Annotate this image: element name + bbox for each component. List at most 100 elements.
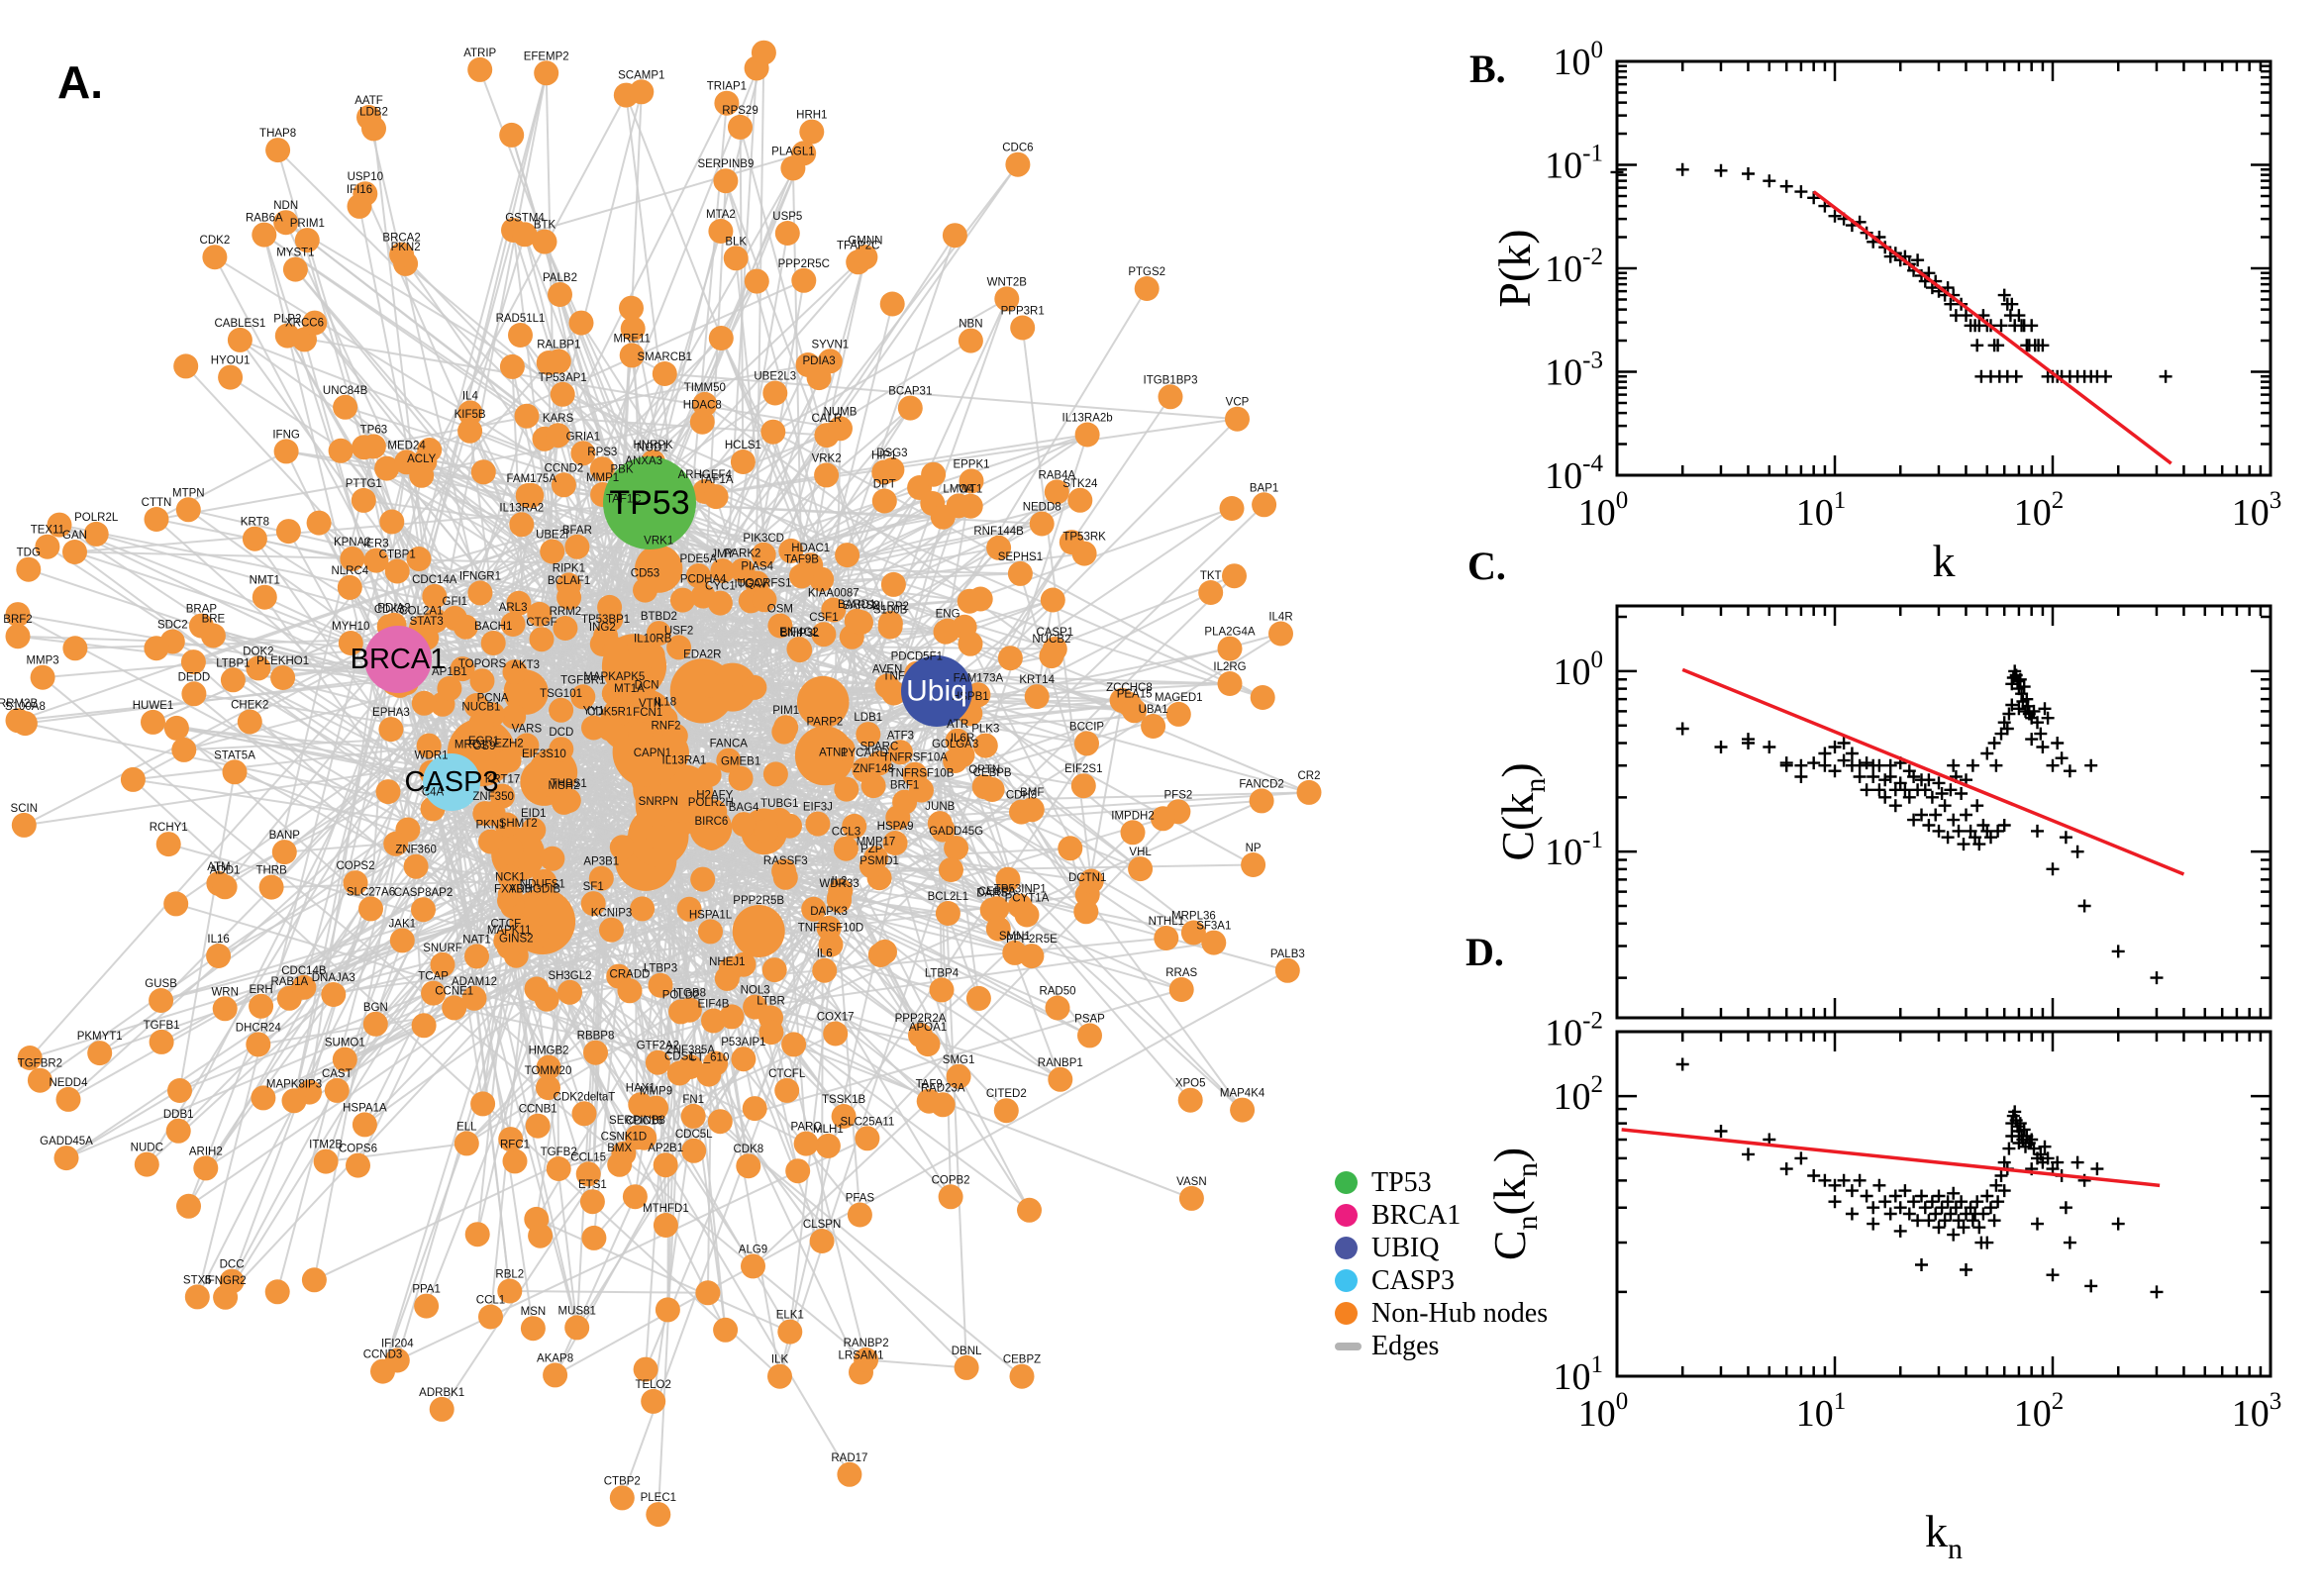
network-node <box>698 826 724 850</box>
network-node <box>536 350 561 375</box>
network-node <box>902 761 928 787</box>
network-node <box>501 704 527 730</box>
edge <box>649 298 1008 504</box>
network-node <box>378 717 404 743</box>
network-node <box>820 756 846 782</box>
ubiq-legend-dot-icon <box>1335 1237 1358 1259</box>
network-node <box>1058 836 1083 861</box>
panel-label-d: D. <box>1465 930 1504 974</box>
network-node <box>321 982 347 1007</box>
network-node <box>752 587 777 613</box>
network-node <box>181 681 207 707</box>
tick-label: 10-2 <box>1545 1007 1603 1053</box>
network-node <box>815 1133 841 1158</box>
edge <box>481 699 1123 753</box>
edge <box>800 407 912 577</box>
network-node <box>758 1020 784 1046</box>
network-node <box>676 896 702 922</box>
network-node <box>930 504 956 530</box>
network-node <box>676 997 702 1023</box>
network-node <box>1039 644 1064 669</box>
network-node <box>855 1126 880 1151</box>
network-node <box>557 979 582 1005</box>
network-node <box>760 419 786 445</box>
network-node <box>351 487 376 513</box>
edge <box>313 1033 837 1281</box>
network-node <box>457 400 483 426</box>
network-node <box>352 1112 377 1138</box>
network-node <box>622 1184 648 1210</box>
network-node <box>935 901 960 926</box>
network-node <box>915 1032 941 1057</box>
network-node <box>791 267 817 293</box>
legend-label: BRCA1 <box>1371 1199 1462 1231</box>
network-node <box>324 1077 350 1103</box>
network-node <box>422 583 448 609</box>
network-node <box>499 353 525 379</box>
network-node <box>437 675 462 701</box>
edge <box>739 127 895 694</box>
edge <box>401 940 807 1145</box>
network-node <box>703 484 729 510</box>
network-node <box>163 891 189 917</box>
network-node <box>628 1092 654 1118</box>
network-node <box>467 580 493 606</box>
network-node <box>469 668 495 694</box>
network-node <box>767 613 793 639</box>
network-node <box>1074 422 1100 448</box>
network-node <box>506 590 532 616</box>
network-node <box>337 574 362 600</box>
network-node <box>1198 580 1224 605</box>
network-node <box>525 1113 551 1139</box>
network-node <box>874 673 900 699</box>
network-node <box>496 935 522 959</box>
network-node <box>575 1161 601 1187</box>
network-node <box>249 993 274 1019</box>
edge <box>664 372 1238 421</box>
network-node <box>1120 820 1146 846</box>
tick-label: 10-1 <box>1545 141 1603 187</box>
axis-ticks <box>1617 61 2271 475</box>
edge <box>652 599 765 1402</box>
edge <box>171 641 453 783</box>
network-node <box>454 1131 479 1156</box>
edge <box>821 578 1155 728</box>
network-node <box>265 138 291 163</box>
network-node <box>897 395 923 421</box>
network-node <box>556 584 582 610</box>
network-node <box>270 665 296 690</box>
network-node <box>588 865 614 891</box>
edge <box>645 900 841 1370</box>
edge <box>314 322 631 724</box>
network-node <box>742 674 767 700</box>
network-node <box>778 538 804 563</box>
network-node <box>549 697 574 723</box>
edge-swatch-icon <box>1335 1342 1362 1350</box>
network-node <box>1074 731 1099 756</box>
edge <box>451 781 578 1329</box>
edge <box>397 658 757 1008</box>
network-node <box>885 805 911 831</box>
edge <box>193 693 1023 1377</box>
network-node <box>411 897 436 923</box>
network-node <box>929 977 955 1003</box>
network-node <box>363 548 389 573</box>
edge <box>178 771 236 1091</box>
network-node <box>731 812 757 838</box>
network-node <box>206 944 232 968</box>
network-node <box>698 919 723 945</box>
network-node <box>546 423 571 449</box>
network-node <box>620 316 646 342</box>
network-node <box>553 616 578 641</box>
legend-label: Edges <box>1371 1330 1440 1361</box>
network-node <box>666 635 692 660</box>
network-node <box>500 612 526 637</box>
network-node <box>985 916 1011 942</box>
network-node <box>860 773 886 799</box>
network-node <box>716 748 742 773</box>
chart-clustering-coefficient: 100 10-1 10-2 C(kn​) <box>1492 604 2272 1053</box>
legend-item-casp3: CASP3 <box>1335 1264 1548 1297</box>
network-node <box>549 737 574 762</box>
